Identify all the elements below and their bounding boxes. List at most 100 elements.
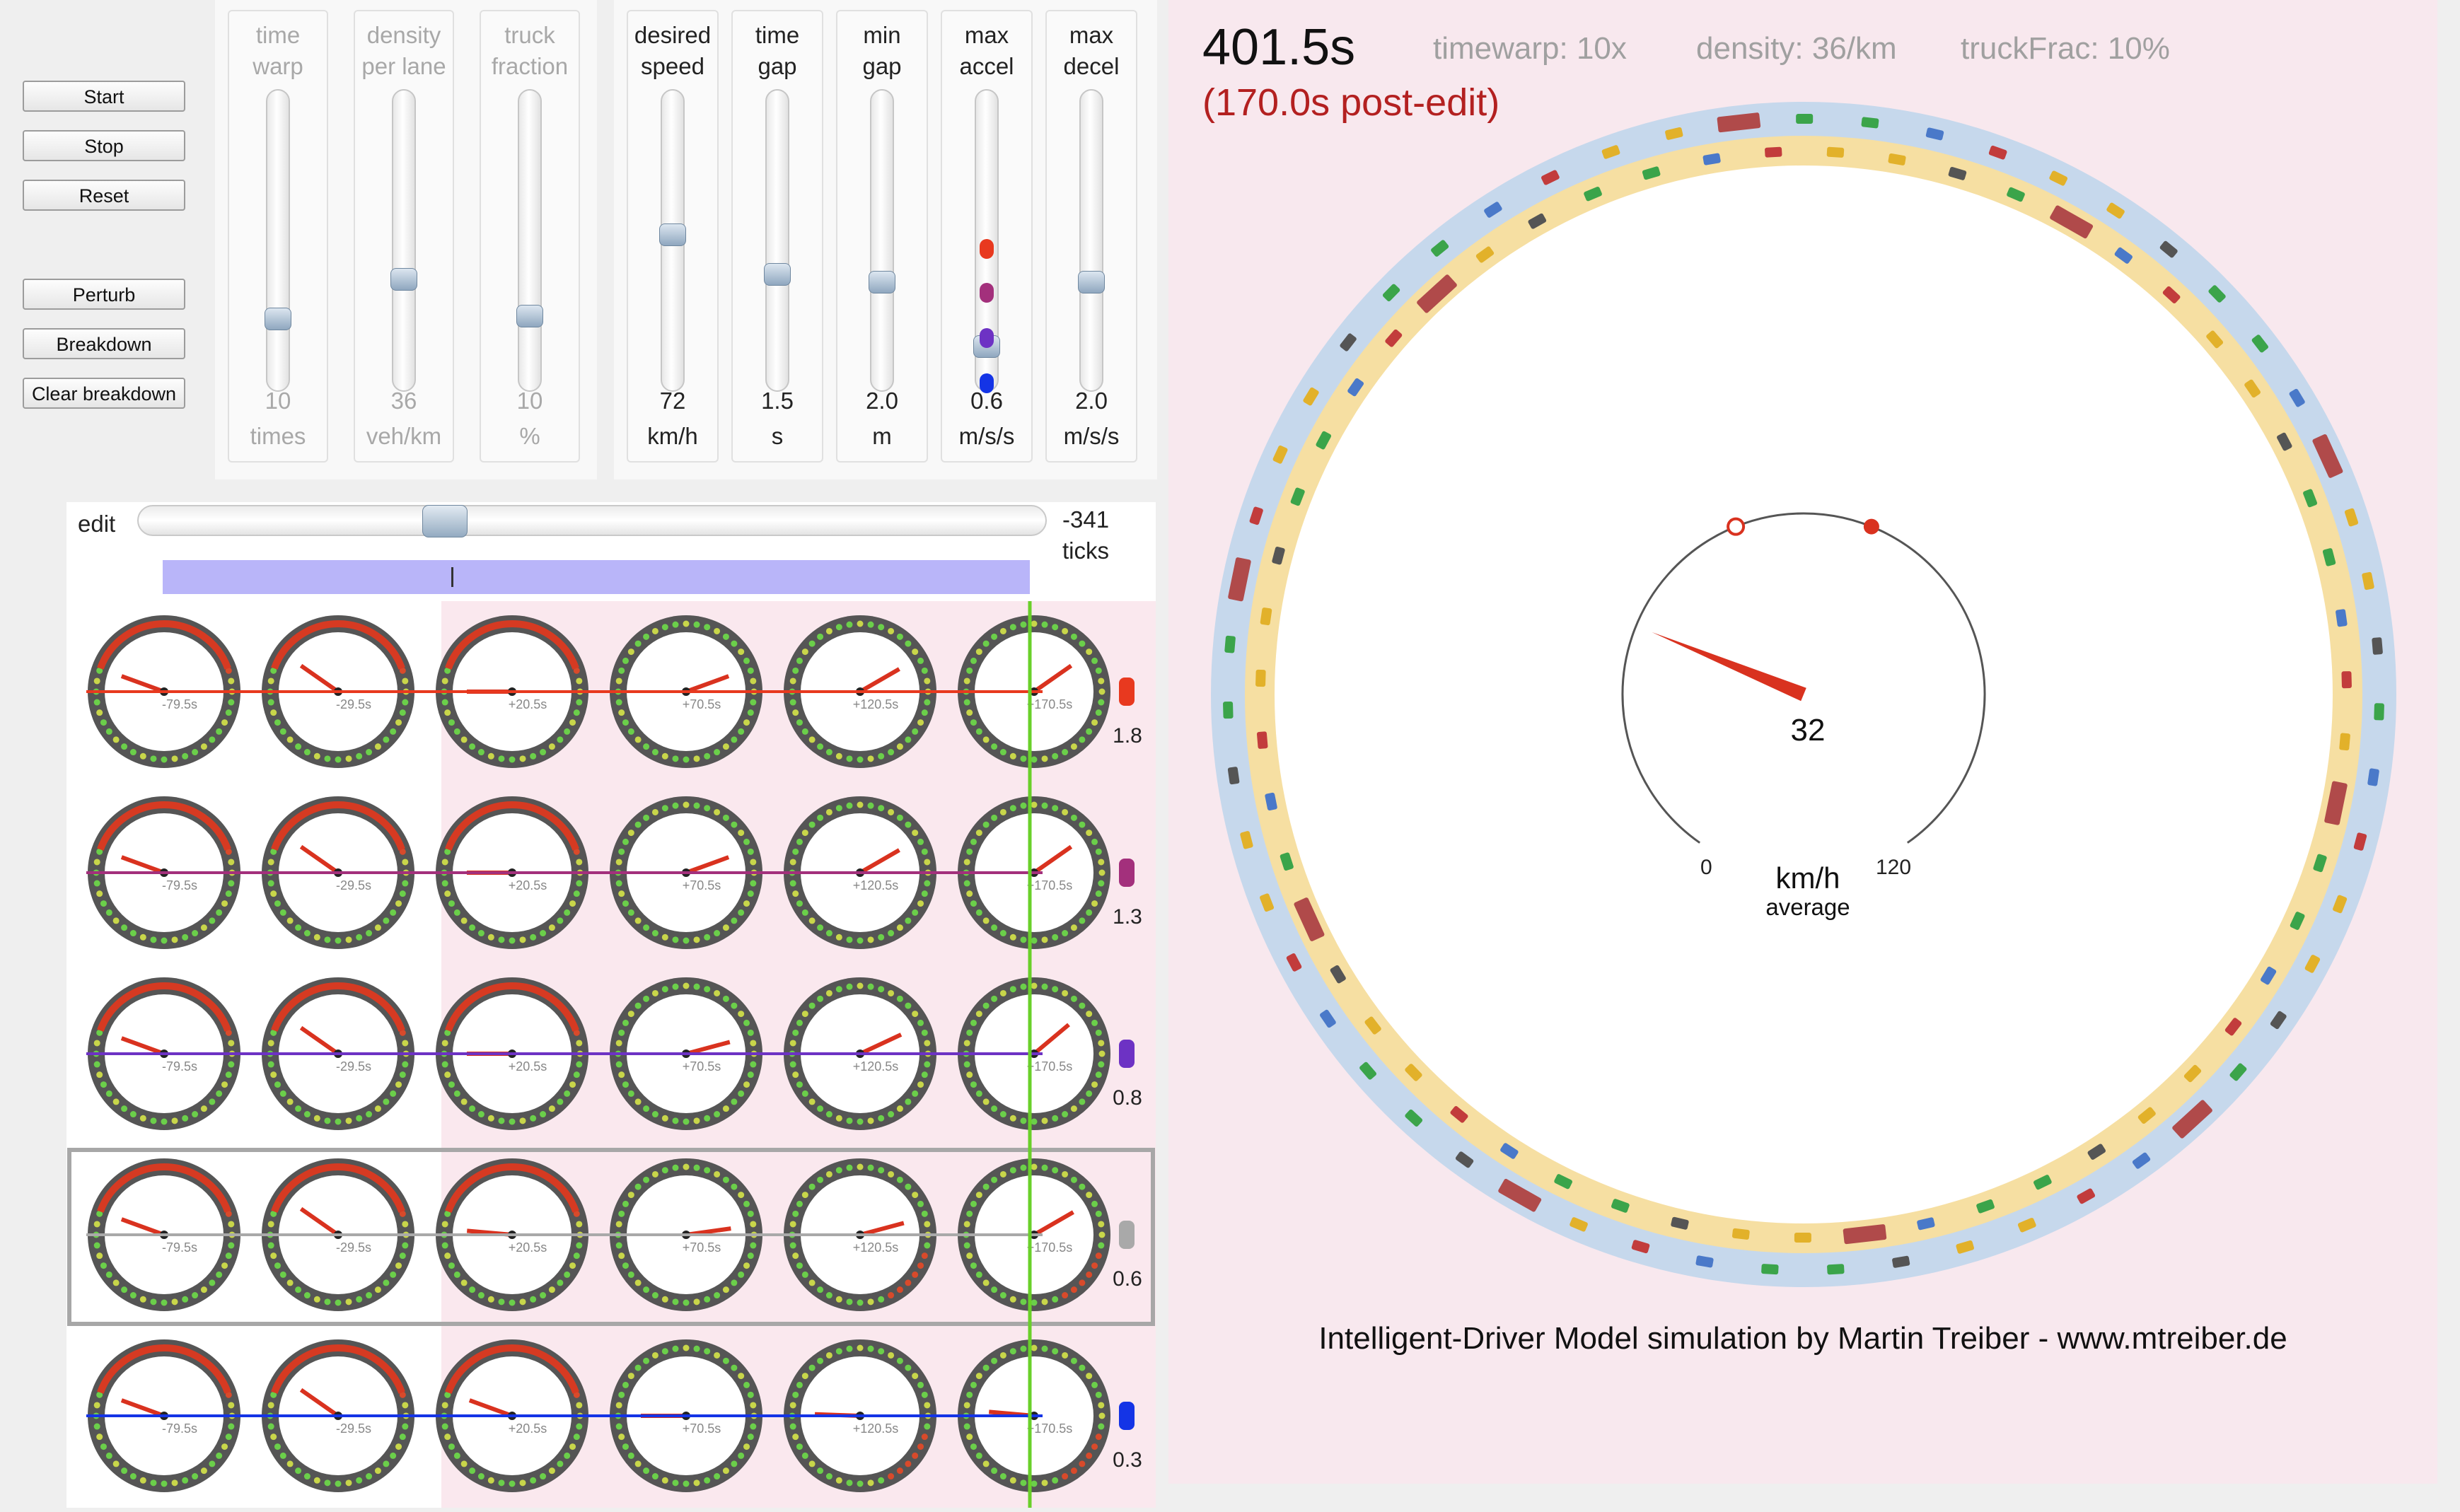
gauge-vehicle-dot (1009, 1477, 1016, 1484)
gauge-vehicle-dot (1031, 1344, 1038, 1351)
gauge-vehicle-dot (867, 1117, 874, 1124)
vehicle (1498, 1178, 1542, 1212)
slider-knob[interactable] (265, 307, 291, 330)
gauge-vehicle-dot (1095, 1434, 1102, 1441)
row-color-marker[interactable] (1119, 1402, 1135, 1430)
congestion-arc (271, 982, 405, 1032)
gauge-vehicle-dot (1062, 1473, 1069, 1480)
clear-breakdown-button[interactable]: Clear breakdown (23, 378, 185, 409)
gauge-vehicle-dot (453, 1271, 460, 1278)
gauge-vehicle-dot (857, 1299, 864, 1306)
gauge-vehicle-dot (225, 1252, 232, 1260)
slider-track[interactable] (518, 89, 542, 392)
row-color-marker[interactable] (1119, 1221, 1135, 1249)
gauge-vehicle-dot (714, 808, 721, 815)
gauge-vehicle-dot (460, 1460, 468, 1467)
row-color-marker[interactable] (1119, 678, 1135, 706)
gauge-vehicle-dot (200, 1286, 207, 1293)
gauge-vehicle-dot (469, 1286, 476, 1293)
accel-preset-dot[interactable] (980, 283, 994, 303)
gauge-vehicle-dot (651, 1111, 658, 1118)
vehicle (1405, 1064, 1422, 1081)
gauge-vehicle-dot (303, 749, 311, 756)
accel-preset-dot[interactable] (980, 328, 994, 348)
gauge-vehicle-dot (867, 1164, 874, 1171)
gauge-vehicle-dot (912, 909, 919, 916)
gauge-vehicle-dot (924, 1402, 931, 1409)
row-color-marker[interactable] (1119, 1040, 1135, 1068)
gauge-vehicle-dot (171, 936, 178, 943)
gauge-vehicle-dot (722, 814, 729, 821)
vehicle (2367, 768, 2379, 786)
accel-preset-dot[interactable] (980, 239, 994, 259)
vehicle (1227, 767, 1240, 785)
slider-knob[interactable] (764, 262, 791, 286)
gauge-vehicle-dot (105, 1271, 112, 1278)
gauge-vehicle-dot (867, 621, 874, 628)
gauge-vehicle-dot (1062, 989, 1069, 996)
accel-preset-dot[interactable] (980, 373, 994, 393)
gauge-vehicle-dot (509, 1299, 516, 1306)
gauge-vehicle-dot (999, 1351, 1006, 1359)
gauge-vehicle-dot (1070, 1467, 1077, 1475)
slider-knob[interactable] (659, 223, 686, 247)
gauge-vehicle-dot (905, 1183, 912, 1190)
gauge-vehicle-dot (225, 1391, 232, 1398)
gauge-vehicle-dot (192, 749, 199, 756)
gauge-vehicle-dot (1086, 728, 1093, 735)
timeline-bar[interactable] (163, 560, 1030, 594)
stop-button[interactable]: Stop (23, 130, 185, 161)
slider-track[interactable] (266, 89, 290, 392)
gauge-vehicle-dot (991, 633, 998, 640)
gauge-vehicle-dot (750, 678, 757, 685)
perturb-button[interactable]: Perturb (23, 279, 185, 310)
gauge-vehicle-dot (896, 1357, 903, 1364)
slider-knob[interactable] (390, 268, 417, 291)
vehicle (2304, 955, 2321, 973)
gauge-vehicle-dot (693, 1117, 700, 1124)
gauge-vehicle-dot (808, 640, 816, 647)
gauge-vehicle-dot (112, 1279, 120, 1286)
edit-slider-knob[interactable] (422, 505, 468, 537)
gauge-vehicle-dot (963, 1242, 970, 1249)
breakdown-button[interactable]: Breakdown (23, 328, 185, 359)
gauge-vehicle-dot (999, 1292, 1006, 1299)
gauge-vehicle-dot (1091, 719, 1098, 726)
gauge-vehicle-dot (888, 1473, 895, 1480)
gauge-vehicle-dot (1098, 1423, 1105, 1430)
gauge-vehicle-dot (750, 1402, 757, 1409)
vehicle (1290, 487, 1305, 506)
gauge-vehicle-dot (267, 1242, 274, 1249)
gauge-vehicle-dot (402, 1423, 409, 1430)
gauge-vehicle-dot (912, 1192, 919, 1199)
gauge-vehicle-dot (999, 808, 1006, 815)
slider-knob[interactable] (869, 271, 895, 294)
vehicle (2159, 240, 2178, 258)
start-button[interactable]: Start (23, 81, 185, 112)
gauge-vehicle-dot (1052, 1296, 1059, 1303)
gauge-vehicle-dot (1031, 982, 1038, 989)
slider-track[interactable] (870, 89, 894, 392)
vehicle (2132, 1152, 2151, 1169)
gauge-vehicle-dot (399, 1391, 406, 1398)
gauge-vehicle-dot (1041, 1298, 1048, 1305)
vehicle (1431, 240, 1449, 257)
gauge-vehicle-dot (704, 934, 711, 941)
gauge-vehicle-dot (1091, 1262, 1098, 1269)
row-color-marker[interactable] (1119, 859, 1135, 887)
gauge-vehicle-dot (634, 1183, 642, 1190)
slider-unit: veh/km (366, 423, 442, 449)
gauge-vehicle-dot (221, 900, 228, 907)
slider-track[interactable] (765, 89, 789, 392)
vehicle (1228, 557, 1251, 602)
reset-button[interactable]: Reset (23, 180, 185, 211)
gauge-vehicle-dot (825, 808, 832, 815)
slider-knob[interactable] (516, 304, 543, 327)
slider-track[interactable] (1079, 89, 1103, 392)
slider-knob[interactable] (1078, 271, 1105, 294)
gauge-vehicle-dot (519, 1117, 526, 1124)
slider-track[interactable] (392, 89, 416, 392)
gauge-vehicle-dot (917, 1443, 924, 1450)
gauge-vehicle-dot (96, 848, 103, 855)
edit-slider-track[interactable] (137, 505, 1047, 536)
